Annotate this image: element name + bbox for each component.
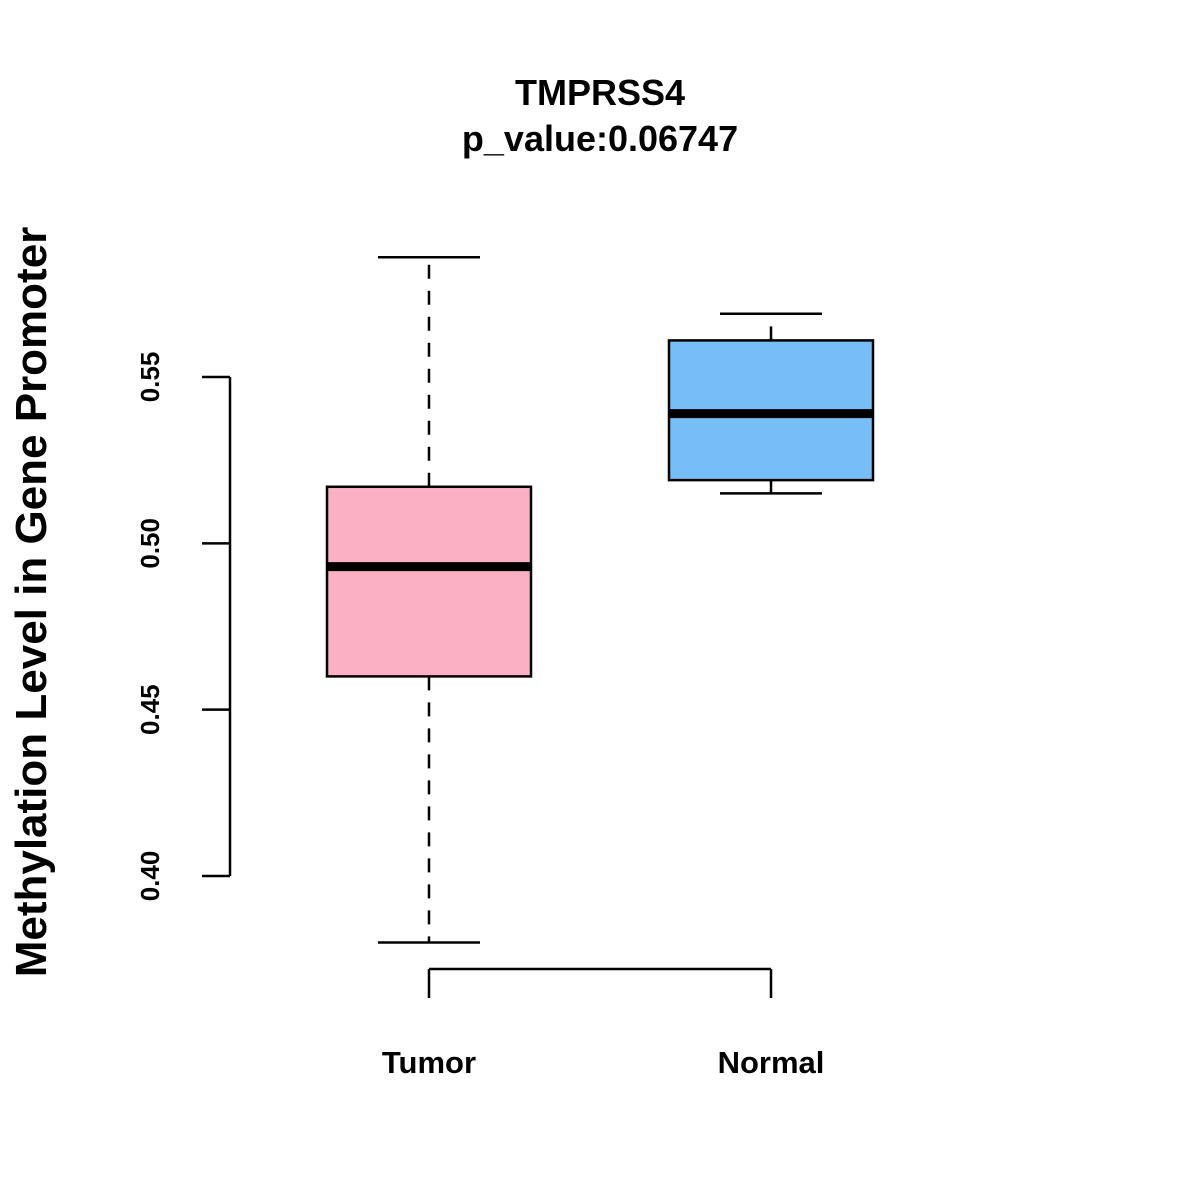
y-axis-label: Methylation Level in Gene Promoter [7, 227, 56, 978]
iqr-box [325, 485, 533, 678]
y-tick-label: 0.50 [135, 518, 165, 569]
chart-title: TMPRSS4 [515, 72, 685, 113]
y-tick-label: 0.45 [135, 684, 165, 735]
x-axis: Tumor Normal [382, 967, 825, 1080]
x-tick-label-normal: Normal [718, 1045, 825, 1080]
box-normal [667, 312, 875, 495]
y-tick-label: 0.40 [135, 851, 165, 902]
box-tumor [325, 255, 533, 944]
y-tick-label: 0.55 [135, 352, 165, 403]
x-tick-label-tumor: Tumor [382, 1045, 476, 1080]
boxes [325, 255, 875, 944]
y-axis: 0.40 0.45 0.50 0.55 [135, 352, 232, 902]
chart-subtitle: p_value:0.06747 [462, 118, 738, 159]
